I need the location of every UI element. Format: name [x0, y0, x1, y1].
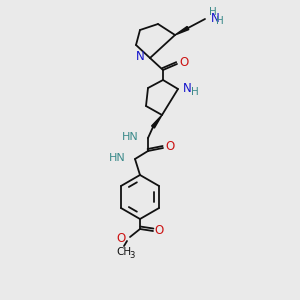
Text: CH: CH	[116, 247, 132, 257]
Text: N: N	[136, 50, 145, 64]
Text: HN: HN	[109, 153, 126, 163]
Polygon shape	[152, 115, 162, 128]
Text: N: N	[211, 11, 220, 25]
Text: HN: HN	[122, 132, 139, 142]
Text: H: H	[216, 16, 224, 26]
Text: O: O	[117, 232, 126, 244]
Text: O: O	[179, 56, 189, 70]
Text: O: O	[154, 224, 164, 236]
Text: H: H	[209, 7, 217, 17]
Text: H: H	[191, 87, 199, 97]
Text: O: O	[165, 140, 175, 154]
Polygon shape	[175, 26, 189, 35]
Text: N: N	[183, 82, 192, 94]
Text: 3: 3	[129, 250, 135, 260]
